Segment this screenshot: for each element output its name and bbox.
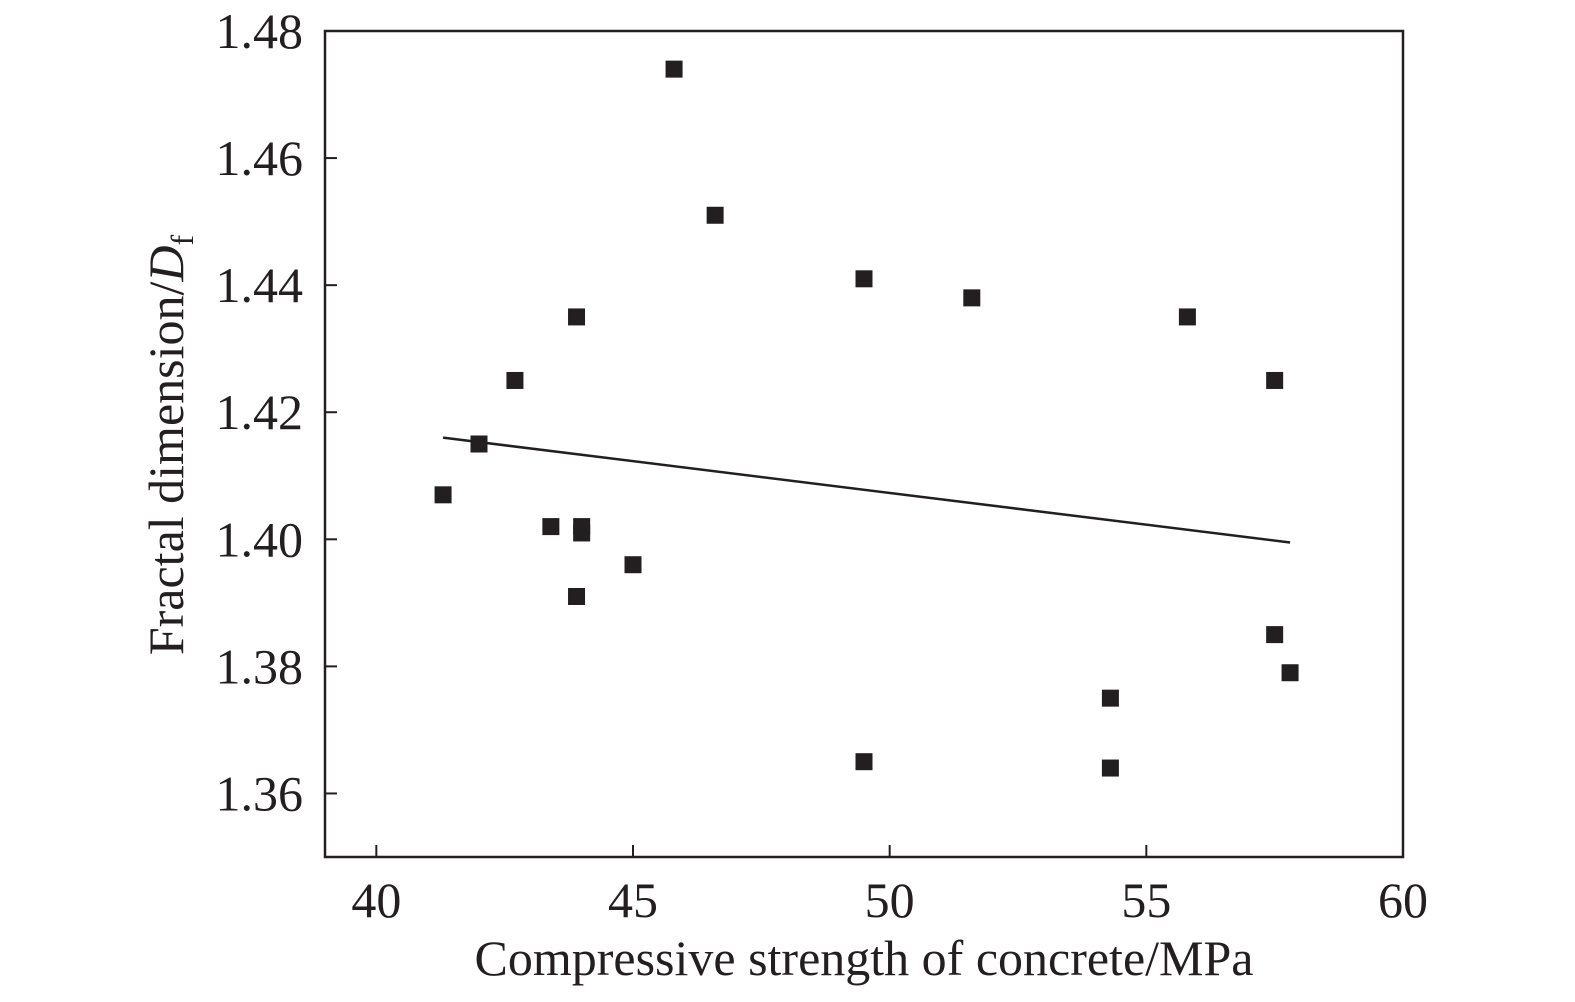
x-tick-label: 60	[1378, 872, 1428, 928]
data-point	[706, 206, 724, 224]
data-point	[568, 308, 586, 326]
data-point	[963, 289, 981, 307]
x-tick-label: 50	[865, 872, 915, 928]
x-tick-label: 40	[351, 872, 401, 928]
x-axis-title: Compressive strength of concrete/MPa	[475, 930, 1254, 986]
y-tick-label: 1.44	[216, 257, 304, 313]
data-point	[1101, 689, 1119, 707]
x-tick-label: 45	[608, 872, 658, 928]
data-point	[665, 60, 683, 78]
y-axis-title: Fractal dimension/Df	[138, 235, 200, 656]
data-point	[573, 524, 591, 542]
data-point	[624, 556, 642, 574]
y-tick-label: 1.38	[216, 638, 304, 694]
data-point	[434, 486, 452, 504]
trend-line	[442, 436, 1291, 544]
x-axis-ticks: 40 45 50 55 60	[351, 845, 1428, 928]
y-axis-title-subscript: f	[164, 235, 200, 246]
data-point	[542, 518, 560, 536]
y-tick-label: 1.42	[216, 384, 304, 440]
data-point	[1101, 759, 1119, 777]
x-tick-label: 55	[1121, 872, 1171, 928]
y-axis-ticks: 1.36 1.38 1.40 1.42 1.44 1.46 1.48	[216, 3, 337, 821]
data-point	[855, 753, 873, 771]
data-point	[568, 587, 586, 605]
y-tick-label: 1.46	[216, 130, 304, 186]
y-tick-label: 1.36	[216, 765, 304, 821]
data-point	[855, 270, 873, 288]
plot-frame	[323, 29, 1405, 859]
data-point	[1266, 626, 1284, 644]
data-point	[1178, 308, 1196, 326]
data-point	[470, 435, 488, 453]
axes-frame	[323, 29, 1405, 859]
y-tick-label: 1.40	[216, 511, 304, 567]
y-axis-title-prefix: Fractal dimension/	[138, 282, 194, 656]
y-axis-title-symbol: D	[138, 246, 194, 283]
y-tick-label: 1.48	[216, 3, 304, 59]
trend-line-group	[442, 436, 1291, 544]
data-point	[1281, 664, 1299, 682]
data-point	[1266, 371, 1284, 389]
data-point	[506, 371, 524, 389]
data-points	[434, 60, 1299, 777]
